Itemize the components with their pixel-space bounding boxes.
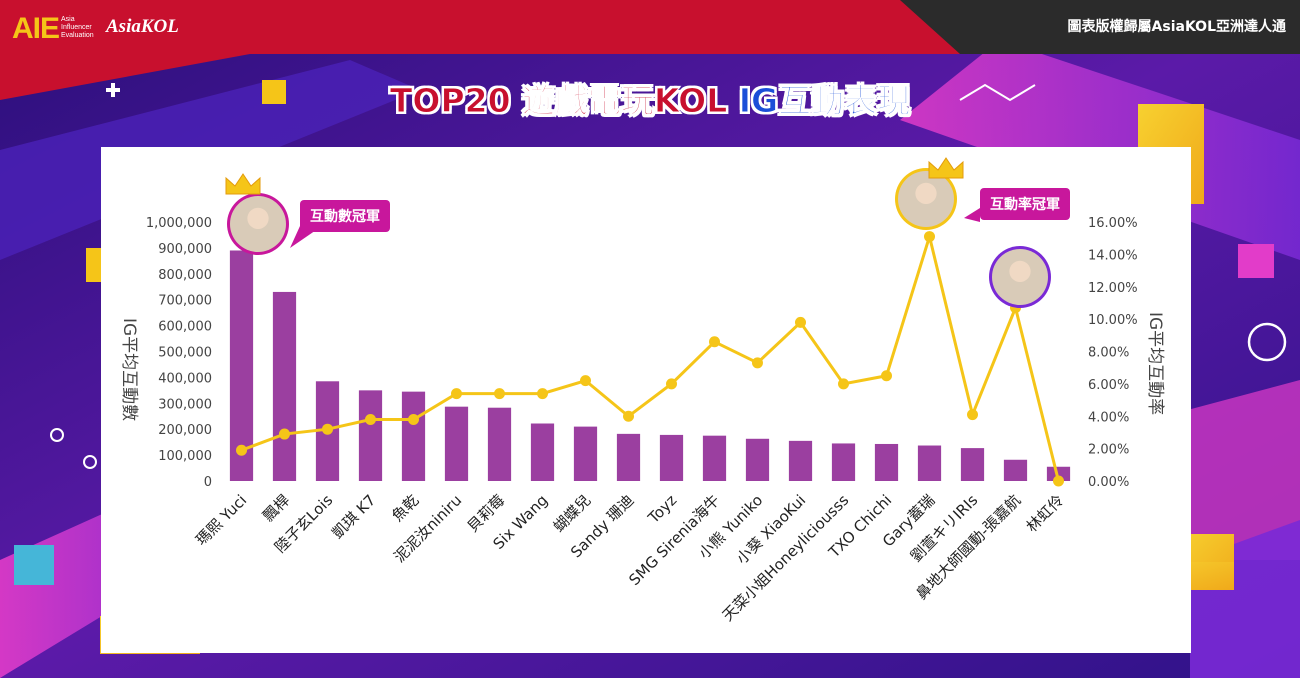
top-bar: AIE Asia Influencer Evaluation AsiaKOL 圖…	[0, 0, 1300, 54]
y-tick-label: 900,000	[158, 242, 212, 257]
bar	[1003, 459, 1028, 481]
title-part-red: TOP20 遊戲電玩KOL	[389, 81, 739, 121]
y-tick-label: 700,000	[158, 294, 212, 309]
bar	[745, 438, 770, 481]
logo-sub-line: Asia	[61, 16, 75, 23]
x-tick-label: Toyz	[644, 491, 681, 528]
logo-sub-line: Evaluation	[61, 32, 94, 39]
top-rate-badge: 互動率冠軍	[980, 188, 1070, 220]
avatar-third-face	[1009, 260, 1031, 283]
bar	[272, 291, 297, 481]
bar	[229, 250, 254, 481]
bar	[917, 445, 942, 481]
y2-tick-label: 16.00%	[1088, 216, 1138, 231]
rate-point	[365, 413, 376, 425]
rate-point	[236, 444, 247, 456]
crown-icon	[225, 173, 261, 195]
y-tick-label: 300,000	[158, 397, 212, 412]
rate-point	[494, 388, 505, 400]
aie-logo: AIE	[12, 12, 60, 45]
rate-point	[881, 370, 892, 382]
bar	[487, 407, 512, 481]
rate-point	[967, 409, 978, 421]
y-tick-label: 100,000	[158, 449, 212, 464]
badge-pointer	[964, 208, 980, 222]
logo-sub-line: Influencer	[61, 24, 92, 31]
y-tick-label: 200,000	[158, 423, 212, 438]
bar	[831, 443, 856, 481]
rate-point	[795, 316, 806, 328]
rate-point	[408, 413, 419, 425]
y2-tick-label: 8.00%	[1088, 346, 1129, 361]
y-tick-label: 0	[204, 475, 212, 490]
rate-line	[240, 230, 1060, 482]
x-tick-label: 魚乾	[388, 491, 422, 525]
rate-point	[279, 428, 290, 440]
avatar-right-face	[915, 182, 937, 205]
x-tick-label: 林虹伶	[1023, 491, 1068, 536]
y-tick-label: 500,000	[158, 346, 212, 361]
x-tick-label: 瑪熙 Yuci	[192, 491, 250, 549]
rate-point	[838, 378, 849, 390]
y2-tick-label: 12.00%	[1088, 281, 1138, 296]
x-tick-label: 凱琪 K7	[328, 491, 379, 542]
rate-point	[623, 410, 634, 422]
bar	[702, 435, 727, 481]
bar	[444, 406, 469, 481]
crown-icon	[928, 157, 964, 179]
y2-tick-label: 14.00%	[1088, 248, 1138, 263]
y2-tick-label: 6.00%	[1088, 378, 1129, 393]
y-tick-label: 400,000	[158, 371, 212, 386]
asiakol-logo: AsiaKOL	[106, 16, 179, 37]
y-tick-label: 800,000	[158, 268, 212, 283]
y2-tick-label: 10.00%	[1088, 313, 1138, 328]
bar	[573, 426, 598, 481]
bar	[358, 390, 383, 481]
y2-tick-label: 4.00%	[1088, 410, 1129, 425]
y-tick-label: 1,000,000	[146, 216, 212, 231]
bar	[659, 434, 684, 481]
bar	[788, 440, 813, 481]
title-part-blue: IG互動表現	[738, 81, 911, 121]
bar	[616, 433, 641, 481]
bar	[530, 423, 555, 481]
rate-point	[709, 336, 720, 348]
page-title: TOP20 遊戲電玩KOL IG互動表現	[0, 74, 1300, 122]
aie-logo-subtitle: Asia Influencer Evaluation	[61, 16, 94, 40]
y-tick-label: 600,000	[158, 320, 212, 335]
y2-tick-label: 0.00%	[1088, 475, 1129, 490]
bar	[960, 448, 985, 481]
rate-point	[580, 375, 591, 387]
y2-tick-label: 2.00%	[1088, 443, 1129, 458]
bar	[874, 443, 899, 481]
bar	[1046, 466, 1071, 481]
rate-point	[322, 423, 333, 435]
bar	[401, 391, 426, 481]
rate-point	[537, 388, 548, 400]
rate-point	[666, 378, 677, 390]
y-axis-label: IG平均互動數	[119, 318, 139, 421]
top-count-badge: 互動數冠軍	[300, 200, 390, 232]
x-tick-label: 飄桿	[259, 491, 293, 525]
rate-point	[924, 231, 935, 243]
rate-point	[1053, 475, 1064, 487]
copyright-text: 圖表版權歸屬AsiaKOL亞洲達人通	[1067, 19, 1286, 35]
y2-axis-label: IG平均互動率	[1145, 312, 1165, 415]
rate-point	[752, 357, 763, 369]
avatar-left-face	[247, 207, 269, 230]
rate-point	[451, 388, 462, 400]
